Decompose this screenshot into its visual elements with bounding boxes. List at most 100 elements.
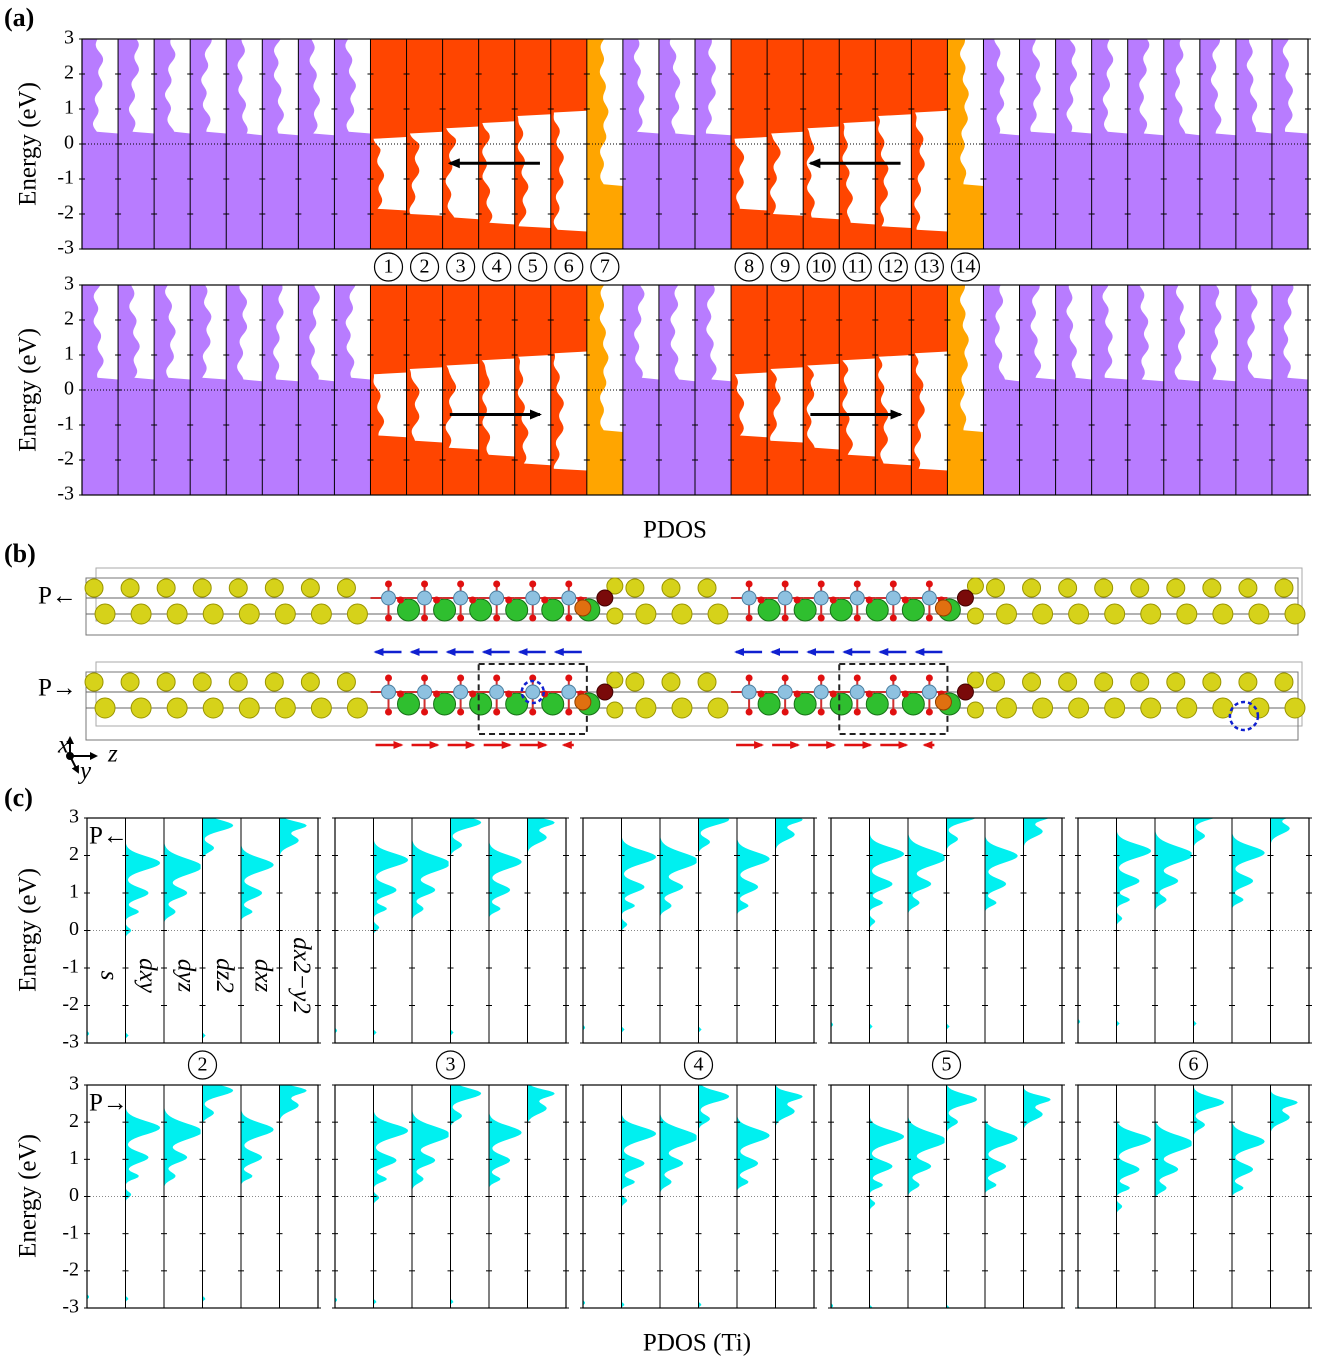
o-atom [421,709,428,716]
o-atom [830,597,837,604]
yellow-density [1131,579,1149,597]
pdos-area [126,818,161,1043]
orbital-label: dz2 [211,958,238,993]
orbital-label: dxy [134,958,161,994]
yellow-density [698,579,716,597]
ti-atom [850,685,864,699]
yellow-density [1141,698,1161,718]
pdos-area [528,818,555,1043]
orbital-label: dx2−y2 [288,937,315,1014]
yellow-density [1285,698,1305,718]
panel-label: (b) [4,539,36,568]
ti-atom [382,685,396,699]
yellow-density [1177,698,1197,718]
x-axis-title: PDOS [643,517,707,544]
pdos-area [985,818,1018,1043]
ti-atom [490,685,504,699]
site-label: 6 [564,256,574,278]
yellow-density [1177,604,1197,624]
y-tick-label: -3 [62,1296,79,1318]
ti-atom [778,591,792,605]
yellow-density [121,579,139,597]
o-atom [746,615,753,622]
yellow-density [636,604,656,624]
site-label: 12 [883,256,903,278]
y-tick-label: 0 [69,1184,79,1206]
y-tick-label: 3 [69,806,79,828]
yellow-density [607,702,623,718]
o-atom [397,691,404,698]
y-axis-title: Energy (eV) [15,1134,42,1258]
pdos-area [870,818,905,1043]
y-tick-label: -2 [62,1258,79,1280]
y-tick-label: 1 [69,881,79,903]
o-atom [926,675,933,682]
site-label: 4 [492,256,502,278]
panel-label: (a) [4,3,34,32]
site-label: 5 [528,256,538,278]
ti-atom [526,685,540,699]
pdos-area [1200,285,1236,495]
yellow-density [1275,673,1293,691]
axis-z: z [107,741,118,768]
yellow-density [131,604,151,624]
yellow-density [121,673,139,691]
pdos-area [241,1085,274,1308]
pdos-area [1232,818,1265,1043]
yellow-density [987,579,1005,597]
pdos-area [1092,285,1128,495]
yellow-density [1033,604,1053,624]
o-atom [746,709,753,716]
site-label: 4 [694,1054,704,1076]
o-atom [782,709,789,716]
dark-atom [957,590,973,606]
yellow-density [167,698,187,718]
o-atom [469,691,476,698]
o-atom [854,675,861,682]
ti-atom [382,591,396,605]
site-label: 7 [600,256,610,278]
yellow-density [347,698,367,718]
site-label: 14 [955,256,975,278]
yellow-density [265,579,283,597]
yellow-density [636,698,656,718]
yellow-density [275,698,295,718]
yellow-density [275,604,295,624]
o-atom [890,709,897,716]
yellow-density [311,604,331,624]
yellow-density [1033,698,1053,718]
o-atom [493,581,500,588]
y-tick-label: -1 [62,1221,79,1243]
yellow-density [708,698,728,718]
o-atom [926,615,933,622]
y-tick-label: -3 [57,483,74,505]
pdos-area [280,1085,307,1308]
yellow-density [131,698,151,718]
yellow-density [967,608,983,624]
yellow-density [626,673,644,691]
o-atom [758,597,765,604]
state-label: P→ [89,1090,128,1117]
orbital-label: dxz [249,959,276,993]
o-atom [493,709,500,716]
pdos-area [374,1085,409,1308]
yellow-density [301,579,319,597]
pdos-area [1128,39,1164,249]
yellow-density [1239,579,1257,597]
yellow-density [1249,604,1269,624]
yellow-density [672,698,692,718]
pdos-area [985,1085,1018,1308]
yellow-density [1239,673,1257,691]
o-atom [529,581,536,588]
ti-atom [886,591,900,605]
ti-atom [814,591,828,605]
yellow-density [203,604,223,624]
ti-atom [886,685,900,699]
o-atom [818,615,825,622]
y-tick-label: -2 [57,202,74,224]
yellow-density [167,604,187,624]
y-tick-label: -1 [57,167,74,189]
o-atom [433,597,440,604]
yellow-density [1023,579,1041,597]
ti-atom [850,591,864,605]
